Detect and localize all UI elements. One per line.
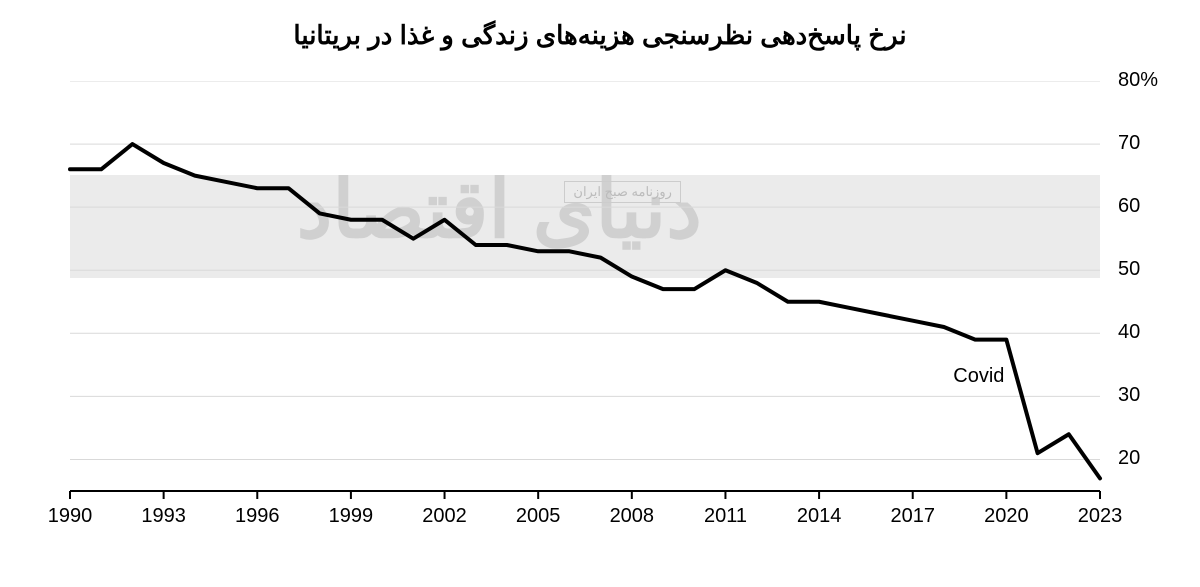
y-tick-label: 70 — [1118, 132, 1140, 155]
x-tick-label: 2005 — [516, 505, 561, 528]
chart-title: نرخ پاسخ‌دهی نظرسنجی هزینه‌های زندگی و غ… — [40, 20, 1160, 51]
x-tick-label: 2017 — [890, 505, 935, 528]
x-tick-label: 1990 — [48, 505, 93, 528]
y-tick-label: 50 — [1118, 258, 1140, 281]
y-tick-label: 40 — [1118, 321, 1140, 344]
x-tick-label: 2014 — [797, 505, 842, 528]
x-tick-label: 2008 — [610, 505, 655, 528]
y-tick-label: 20 — [1118, 447, 1140, 470]
y-tick-label: 60 — [1118, 195, 1140, 218]
covid-annotation: Covid — [953, 365, 1004, 388]
chart-svg — [40, 81, 1160, 541]
x-tick-label: 1993 — [141, 505, 186, 528]
x-tick-label: 2002 — [422, 505, 467, 528]
x-tick-label: 1999 — [329, 505, 374, 528]
y-tick-label: 30 — [1118, 384, 1140, 407]
x-tick-label: 2020 — [984, 505, 1029, 528]
chart-area: دنیای اقتصاد روزنامه صبح ایران Covid 80%… — [40, 81, 1160, 541]
x-tick-label: 1996 — [235, 505, 280, 528]
x-tick-label: 2023 — [1078, 505, 1123, 528]
x-tick-label: 2011 — [704, 505, 747, 528]
y-tick-label: 80% — [1118, 69, 1158, 92]
